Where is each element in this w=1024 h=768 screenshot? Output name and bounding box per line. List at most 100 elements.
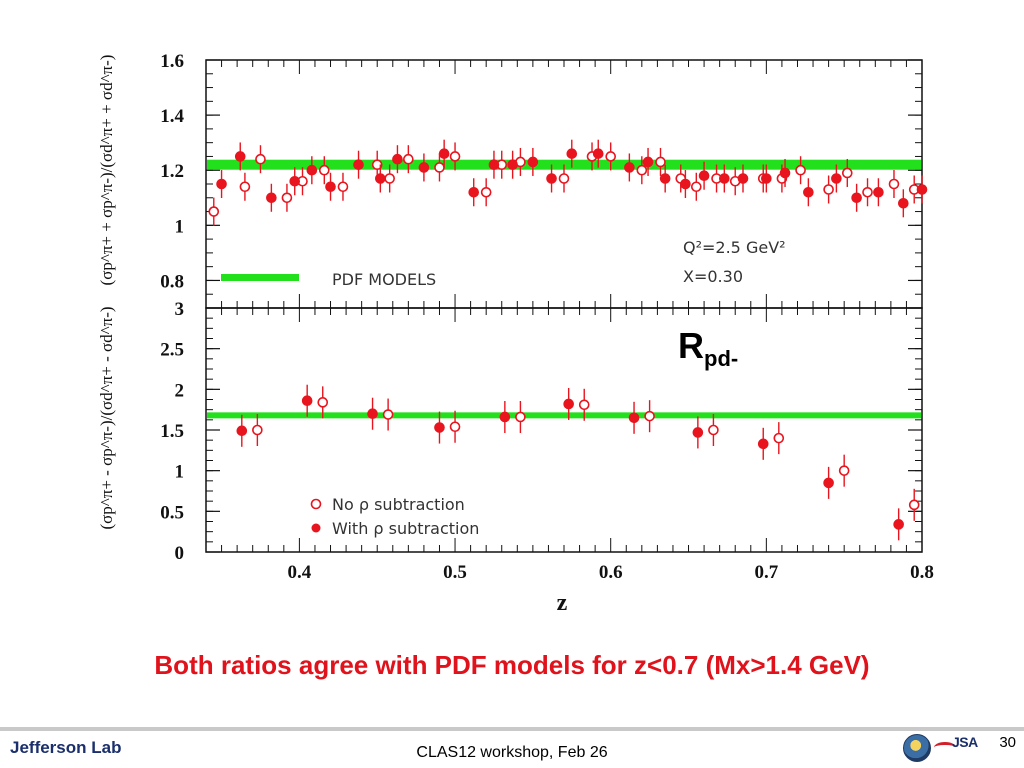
jsa-swoosh-icon [934, 742, 956, 753]
bottom-panel-frame [205, 307, 923, 553]
y-tick-label: 0.8 [160, 271, 184, 292]
pdf-model-legend-swatch [221, 274, 299, 281]
point-with-rho-subtraction [216, 178, 227, 190]
point-with-rho-subtraction [659, 173, 671, 184]
point-with-rho-subtraction [566, 148, 578, 159]
y-tick-label: 1.4 [160, 106, 184, 127]
point-no-rho-subtraction [371, 159, 383, 171]
point-no-rho-subtraction [434, 162, 445, 173]
y-tick-label: 1.5 [160, 421, 184, 442]
point-no-rho-subtraction [605, 151, 616, 162]
y-tick-label: 1 [175, 462, 185, 483]
point-with-rho-subtraction [266, 192, 277, 204]
point-with-rho-subtraction [499, 411, 511, 423]
point-no-rho-subtraction [449, 151, 461, 162]
point-no-rho-subtraction [318, 164, 330, 176]
footer-divider [0, 727, 1024, 731]
point-with-rho-subtraction [624, 162, 635, 173]
jsa-logo: JSA [952, 734, 978, 750]
point-no-rho-subtraction [208, 206, 220, 217]
y-tick-label: 0 [175, 543, 185, 564]
slide-caption: Both ratios agree with PDF models for z<… [154, 650, 870, 680]
x-tick-label: 0.7 [754, 562, 778, 583]
point-no-rho-subtraction [239, 181, 251, 193]
legend-filled-marker [311, 523, 321, 533]
point-no-rho-subtraction [281, 192, 293, 204]
y-tick-label: 1.2 [160, 161, 184, 182]
point-with-rho-subtraction [563, 398, 574, 410]
point-with-rho-subtraction [873, 186, 884, 198]
point-with-rho-subtraction [546, 173, 557, 184]
r-pd-label: Rpd- [678, 325, 739, 371]
point-with-rho-subtraction [698, 170, 710, 182]
tick-marks [206, 59, 923, 553]
x-tick-label: 0.6 [599, 562, 623, 583]
point-with-rho-subtraction [831, 173, 842, 184]
point-with-rho-subtraction [898, 197, 909, 209]
x-tick-label: 0.5 [443, 562, 467, 583]
pdf-model-bands [207, 159, 921, 419]
point-with-rho-subtraction [642, 156, 654, 168]
point-with-rho-subtraction [737, 173, 749, 184]
point-no-rho-subtraction [382, 409, 394, 420]
point-no-rho-subtraction [862, 186, 873, 198]
point-no-rho-subtraction [908, 499, 920, 511]
point-with-rho-subtraction [468, 186, 480, 198]
doe-seal-icon [903, 734, 931, 762]
point-with-rho-subtraction [592, 148, 604, 159]
point-with-rho-subtraction [289, 175, 301, 187]
point-no-rho-subtraction [515, 411, 526, 423]
point-with-rho-subtraction [234, 151, 246, 162]
data-points [208, 139, 928, 541]
point-with-rho-subtraction [527, 156, 539, 168]
point-no-rho-subtraction [252, 424, 263, 436]
point-with-rho-subtraction [375, 173, 386, 184]
point-with-rho-subtraction [757, 438, 769, 450]
point-no-rho-subtraction [773, 432, 785, 444]
x-tick-label: 0.4 [288, 562, 312, 583]
point-no-rho-subtraction [823, 184, 834, 195]
point-with-rho-subtraction [628, 412, 640, 424]
y-tick-label: 1.6 [160, 51, 184, 72]
point-no-rho-subtraction [403, 153, 414, 165]
y-tick-label: 3 [175, 299, 185, 320]
y-axis-label-top: (σp^π+ + σp^π-)/(σd^π+ + σd^π-) [97, 55, 116, 286]
jefferson-lab-logo: Jefferson Lab [10, 738, 122, 757]
point-with-rho-subtraction [893, 519, 904, 530]
y-tick-label: 2.5 [160, 340, 184, 361]
point-with-rho-subtraction [680, 178, 691, 190]
point-with-rho-subtraction [507, 159, 518, 171]
tick-labels: 0.8 1 1.2 1.4 1.6 0 0.5 1 1.5 2 2.5 3 0.4 0.5 0.6 0.7 0.… [160, 51, 934, 583]
point-no-rho-subtraction [644, 410, 655, 422]
ratio-chart: 0.8 1 1.2 1.4 1.6 0 0.5 1 1.5 2 2.5 3 0.4 0.5 0.6 0.7 0.… [97, 51, 934, 616]
point-with-rho-subtraction [236, 425, 248, 437]
point-no-rho-subtraction [317, 397, 329, 408]
pdf-model-band [207, 412, 921, 419]
point-no-rho-subtraction [384, 173, 395, 184]
legend-open-label: No ρ subtraction [332, 495, 465, 514]
point-no-rho-subtraction [449, 421, 461, 433]
point-with-rho-subtraction [719, 173, 730, 184]
point-with-rho-subtraction [823, 477, 834, 489]
point-with-rho-subtraction [306, 164, 318, 176]
x-axis-title: z [557, 590, 568, 616]
point-no-rho-subtraction [708, 424, 719, 436]
x-tick-label: 0.8 [910, 562, 934, 583]
q2-annotation: Q²=2.5 GeV² [683, 238, 786, 257]
point-no-rho-subtraction [795, 164, 806, 176]
footer-text: CLAS12 workshop, Feb 26 [416, 744, 608, 761]
point-no-rho-subtraction [578, 399, 590, 411]
point-no-rho-subtraction [655, 156, 666, 168]
page-number: 30 [999, 734, 1016, 751]
point-no-rho-subtraction [888, 178, 900, 190]
point-with-rho-subtraction [779, 167, 791, 179]
point-with-rho-subtraction [353, 159, 364, 171]
point-no-rho-subtraction [480, 186, 492, 198]
point-no-rho-subtraction [255, 153, 266, 165]
point-with-rho-subtraction [325, 181, 336, 193]
point-no-rho-subtraction [841, 167, 853, 179]
y-axis-label-bottom: (σp^π+ - σp^π-)/(σd^π+ - σd^π-) [97, 306, 116, 529]
point-with-rho-subtraction [301, 395, 313, 407]
pdf-model-legend-label: PDF MODELS [332, 270, 436, 289]
point-with-rho-subtraction [418, 162, 430, 173]
